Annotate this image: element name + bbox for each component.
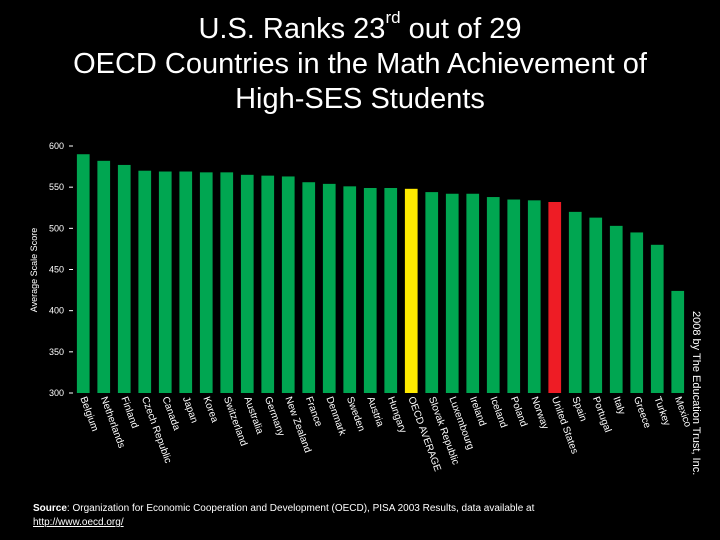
- category-label: Austria: [364, 395, 385, 428]
- category-label: Italy: [610, 395, 627, 416]
- category-label: Norway: [528, 395, 550, 431]
- category-label: Japan: [180, 395, 200, 424]
- y-tick-label: 550: [49, 182, 64, 192]
- bar: [671, 290, 685, 393]
- category-label: Turkey: [651, 395, 672, 427]
- y-tick-label: 600: [49, 141, 64, 151]
- title-line-1: U.S. Ranks 23rd out of 29: [198, 8, 522, 45]
- source-label: Source: [33, 503, 67, 514]
- category-label: Hungary: [385, 395, 408, 434]
- credit-note: 2008 by The Education Trust, Inc.: [690, 311, 702, 476]
- source-note: Source: Organization for Economic Cooper…: [33, 502, 673, 530]
- bar: [158, 171, 172, 393]
- category-label: France: [303, 395, 324, 428]
- bar: [425, 192, 439, 393]
- bar: [404, 188, 418, 393]
- category-label: Greece: [631, 395, 653, 430]
- category-label: Poland: [508, 395, 529, 428]
- source-text: : Organization for Economic Cooperation …: [66, 503, 535, 514]
- bar: [445, 193, 459, 393]
- bar: [384, 187, 398, 393]
- bar: [281, 176, 295, 393]
- y-tick-label: 450: [49, 265, 64, 275]
- title-line-2: OECD Countries in the Math Achievement o…: [73, 48, 647, 80]
- bar: [609, 225, 623, 393]
- y-tick-label: 350: [49, 347, 64, 357]
- bar: [650, 244, 664, 393]
- category-label: Finland: [118, 395, 140, 430]
- bar: [589, 217, 603, 393]
- category-label: Sweden: [344, 395, 367, 433]
- chart-title: U.S. Ranks 23rd out of 29 OECD Countries…: [0, 8, 720, 117]
- y-tick-label: 500: [49, 223, 64, 233]
- bar: [302, 182, 316, 393]
- bar: [76, 154, 90, 393]
- category-label: Denmark: [323, 395, 348, 438]
- bar: [138, 170, 152, 393]
- bar: [179, 171, 193, 393]
- bar: [97, 160, 111, 393]
- category-label: Spain: [569, 395, 588, 423]
- bar: [527, 200, 541, 393]
- plot-area: [73, 140, 688, 393]
- bar: [261, 175, 275, 393]
- category-label: Korea: [200, 395, 220, 424]
- bar: [363, 187, 377, 393]
- bar: [199, 172, 213, 393]
- category-label: Iceland: [487, 395, 508, 429]
- category-label: Ireland: [467, 395, 488, 427]
- bar: [568, 211, 582, 393]
- title-line-3: High-SES Students: [235, 83, 485, 115]
- bar: [117, 164, 131, 393]
- bar: [507, 199, 521, 393]
- category-label: Portugal: [590, 395, 613, 434]
- bar: [466, 193, 480, 393]
- category-label: Australia: [241, 395, 265, 436]
- bar: [343, 186, 357, 393]
- y-axis-label: Average Scale Score: [29, 228, 39, 312]
- bar: [220, 172, 234, 393]
- bar: [630, 232, 644, 393]
- bar: [240, 174, 254, 393]
- source-link[interactable]: http://www.oecd.org/: [33, 517, 124, 528]
- y-tick-label: 400: [49, 306, 64, 316]
- y-tick-label: 300: [49, 388, 64, 398]
- category-label: Canada: [159, 395, 181, 432]
- bar: [486, 197, 500, 393]
- bar: [548, 201, 562, 393]
- category-label: Belgium: [77, 395, 100, 433]
- bar: [322, 183, 336, 393]
